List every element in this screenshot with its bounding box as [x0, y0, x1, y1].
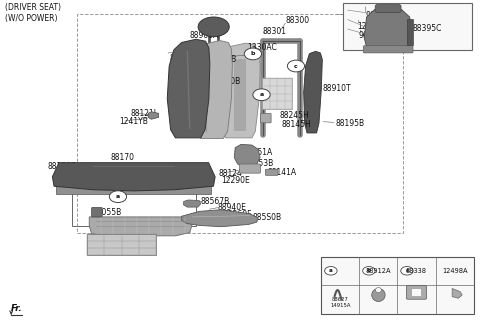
- Text: 88453B: 88453B: [245, 159, 274, 168]
- Text: 12290E: 12290E: [221, 176, 250, 185]
- Circle shape: [244, 48, 262, 60]
- Bar: [77, 14, 403, 233]
- Text: 88627
14915A: 88627 14915A: [330, 297, 350, 308]
- Text: 88055B: 88055B: [93, 209, 122, 217]
- Text: 1241YB: 1241YB: [357, 22, 386, 31]
- Text: 88350: 88350: [209, 68, 233, 77]
- FancyBboxPatch shape: [412, 289, 421, 296]
- Polygon shape: [183, 200, 201, 207]
- Text: a: a: [260, 92, 264, 97]
- Text: 12498A: 12498A: [442, 268, 468, 274]
- Ellipse shape: [375, 287, 381, 293]
- Text: a: a: [116, 194, 120, 199]
- Bar: [407, 19, 413, 46]
- FancyBboxPatch shape: [92, 207, 102, 217]
- FancyBboxPatch shape: [363, 46, 413, 53]
- Polygon shape: [219, 43, 260, 138]
- FancyBboxPatch shape: [407, 285, 427, 299]
- Text: 885S0B: 885S0B: [253, 214, 282, 222]
- Bar: [234, 59, 246, 131]
- Text: 88245H: 88245H: [279, 111, 309, 120]
- Text: 88121L: 88121L: [131, 109, 159, 117]
- Polygon shape: [364, 8, 412, 47]
- Polygon shape: [89, 217, 192, 236]
- Text: 88390B: 88390B: [211, 76, 240, 86]
- FancyBboxPatch shape: [265, 169, 278, 175]
- Text: 88170: 88170: [111, 153, 135, 162]
- Polygon shape: [148, 112, 158, 119]
- Circle shape: [288, 60, 305, 72]
- Bar: [87, 234, 156, 256]
- Text: 88940E: 88940E: [217, 203, 246, 212]
- Text: 96190: 96190: [359, 31, 383, 40]
- Text: 88338: 88338: [406, 268, 427, 274]
- FancyBboxPatch shape: [261, 113, 271, 123]
- Text: b: b: [367, 268, 371, 273]
- Text: 88370: 88370: [179, 88, 203, 97]
- Circle shape: [363, 267, 375, 275]
- Polygon shape: [167, 39, 210, 138]
- Bar: [322, 257, 474, 314]
- Text: 88902H: 88902H: [89, 234, 119, 243]
- Text: c: c: [294, 64, 298, 69]
- Polygon shape: [193, 41, 232, 138]
- Text: 88155: 88155: [107, 173, 131, 182]
- Text: 88150: 88150: [105, 164, 129, 173]
- FancyBboxPatch shape: [240, 164, 261, 173]
- Polygon shape: [181, 210, 258, 227]
- Text: 96125F: 96125F: [365, 11, 394, 20]
- Text: a: a: [329, 268, 333, 273]
- Text: 88912A: 88912A: [366, 268, 391, 274]
- Bar: [72, 184, 196, 226]
- Circle shape: [253, 89, 270, 101]
- Circle shape: [401, 267, 413, 275]
- Bar: [263, 78, 292, 109]
- Text: 88900A: 88900A: [190, 31, 219, 40]
- FancyBboxPatch shape: [375, 5, 401, 13]
- Text: 88610C: 88610C: [169, 54, 198, 63]
- Text: 88300: 88300: [286, 16, 310, 26]
- Text: Fr.: Fr.: [11, 304, 23, 313]
- Text: 1241YB: 1241YB: [120, 117, 148, 126]
- Text: b: b: [251, 51, 255, 56]
- Text: 1330AC: 1330AC: [247, 43, 277, 51]
- Text: 88195B: 88195B: [336, 119, 365, 128]
- Circle shape: [109, 191, 127, 203]
- Polygon shape: [452, 288, 462, 298]
- Text: 88351A: 88351A: [244, 148, 273, 157]
- Text: 88141A: 88141A: [268, 168, 297, 177]
- Circle shape: [324, 267, 337, 275]
- Ellipse shape: [198, 17, 229, 37]
- Text: 88560F: 88560F: [223, 210, 252, 219]
- Ellipse shape: [372, 288, 385, 301]
- Text: (DRIVER SEAT)
(W/O POWER): (DRIVER SEAT) (W/O POWER): [4, 3, 60, 23]
- Text: 88910T: 88910T: [323, 84, 351, 93]
- Bar: [57, 186, 211, 195]
- Text: 88567B: 88567B: [201, 197, 230, 206]
- Text: 88395C: 88395C: [412, 24, 442, 32]
- Text: 88530B: 88530B: [207, 55, 237, 64]
- Text: 88145H: 88145H: [282, 120, 312, 129]
- Text: 88124: 88124: [218, 169, 242, 178]
- Text: 88610: 88610: [176, 63, 200, 72]
- Text: c: c: [405, 268, 408, 273]
- Polygon shape: [234, 144, 260, 167]
- Polygon shape: [304, 51, 323, 133]
- Bar: [343, 3, 472, 50]
- Polygon shape: [52, 163, 215, 191]
- Text: 88100B: 88100B: [48, 162, 77, 171]
- Text: 88301: 88301: [263, 27, 287, 36]
